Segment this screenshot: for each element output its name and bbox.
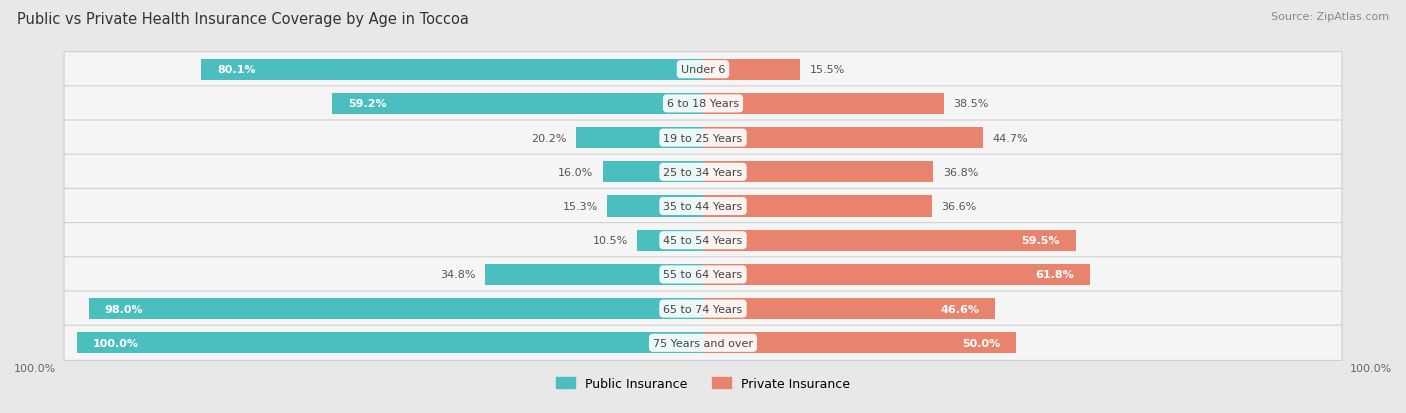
Text: 38.5%: 38.5%: [953, 99, 988, 109]
Legend: Public Insurance, Private Insurance: Public Insurance, Private Insurance: [551, 372, 855, 395]
Bar: [637, 230, 703, 251]
Text: 19 to 25 Years: 19 to 25 Years: [664, 133, 742, 143]
Bar: [703, 332, 1017, 354]
Bar: [703, 59, 800, 81]
Text: 46.6%: 46.6%: [941, 304, 979, 314]
Text: 100.0%: 100.0%: [14, 363, 56, 373]
Bar: [703, 162, 934, 183]
Bar: [77, 332, 703, 354]
Text: 36.6%: 36.6%: [942, 202, 977, 211]
Text: 36.8%: 36.8%: [943, 167, 979, 177]
Bar: [703, 196, 932, 217]
Text: 10.5%: 10.5%: [592, 236, 628, 246]
Text: 100.0%: 100.0%: [93, 338, 138, 348]
Text: 65 to 74 Years: 65 to 74 Years: [664, 304, 742, 314]
Text: 25 to 34 Years: 25 to 34 Years: [664, 167, 742, 177]
Text: 98.0%: 98.0%: [105, 304, 143, 314]
FancyBboxPatch shape: [65, 52, 1341, 88]
Text: 20.2%: 20.2%: [531, 133, 567, 143]
Text: Public vs Private Health Insurance Coverage by Age in Toccoa: Public vs Private Health Insurance Cover…: [17, 12, 468, 27]
Bar: [201, 59, 703, 81]
Bar: [703, 94, 945, 115]
Text: 45 to 54 Years: 45 to 54 Years: [664, 236, 742, 246]
Text: 59.2%: 59.2%: [347, 99, 387, 109]
Text: 50.0%: 50.0%: [962, 338, 1001, 348]
Text: 80.1%: 80.1%: [217, 65, 256, 75]
FancyBboxPatch shape: [65, 189, 1341, 224]
Text: 35 to 44 Years: 35 to 44 Years: [664, 202, 742, 211]
Bar: [607, 196, 703, 217]
Text: 15.3%: 15.3%: [562, 202, 598, 211]
Bar: [332, 94, 703, 115]
Text: 61.8%: 61.8%: [1036, 270, 1074, 280]
Bar: [89, 298, 703, 319]
Bar: [576, 128, 703, 149]
FancyBboxPatch shape: [65, 121, 1341, 156]
FancyBboxPatch shape: [65, 291, 1341, 326]
Bar: [703, 264, 1090, 285]
Bar: [603, 162, 703, 183]
Text: 75 Years and over: 75 Years and over: [652, 338, 754, 348]
Text: Source: ZipAtlas.com: Source: ZipAtlas.com: [1271, 12, 1389, 22]
Text: Under 6: Under 6: [681, 65, 725, 75]
Bar: [703, 128, 983, 149]
Text: 16.0%: 16.0%: [558, 167, 593, 177]
Text: 59.5%: 59.5%: [1022, 236, 1060, 246]
Bar: [703, 298, 995, 319]
FancyBboxPatch shape: [65, 155, 1341, 190]
FancyBboxPatch shape: [65, 87, 1341, 122]
FancyBboxPatch shape: [65, 257, 1341, 292]
Text: 44.7%: 44.7%: [993, 133, 1028, 143]
FancyBboxPatch shape: [65, 223, 1341, 258]
Bar: [485, 264, 703, 285]
Bar: [703, 230, 1076, 251]
Text: 6 to 18 Years: 6 to 18 Years: [666, 99, 740, 109]
Text: 34.8%: 34.8%: [440, 270, 475, 280]
FancyBboxPatch shape: [65, 325, 1341, 361]
Text: 15.5%: 15.5%: [810, 65, 845, 75]
Text: 100.0%: 100.0%: [1350, 363, 1392, 373]
Text: 55 to 64 Years: 55 to 64 Years: [664, 270, 742, 280]
